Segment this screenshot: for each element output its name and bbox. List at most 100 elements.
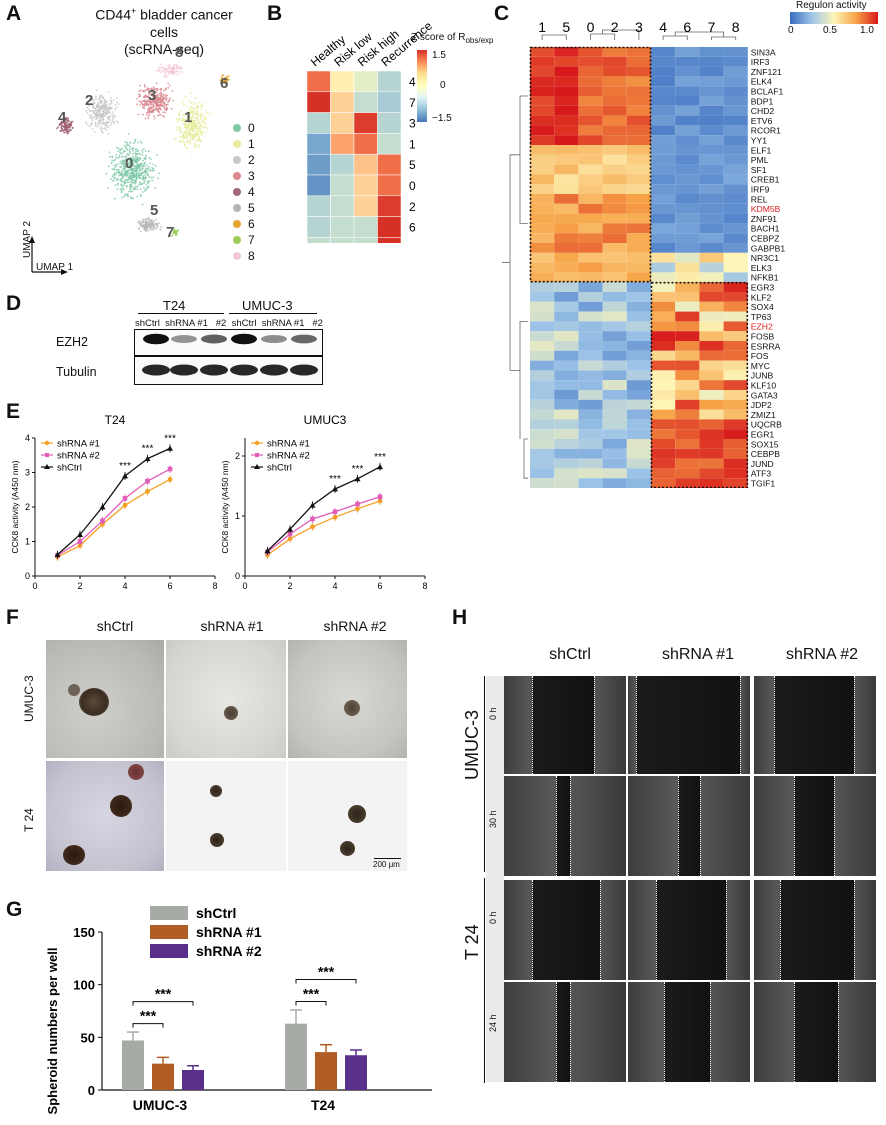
regulon-cell [675, 47, 700, 57]
umap-point [189, 142, 192, 145]
regulon-col-label: 8 [732, 19, 740, 35]
umap-point [121, 189, 123, 192]
umap-cluster-label: 3 [148, 87, 156, 104]
cck8-y-tick-label: 0 [25, 571, 30, 581]
umap-point [139, 169, 142, 172]
cck8-point [332, 514, 338, 520]
cck8-legend-marker [254, 440, 260, 446]
umap-point [101, 96, 104, 99]
regulon-cell [602, 96, 627, 106]
regulon-cluster-box [529, 46, 652, 283]
regulon-gene-label: KLF2 [751, 292, 772, 302]
heatmap-b-row-label: 2 [409, 200, 416, 214]
umap-point [128, 163, 131, 166]
regulon-cell [723, 370, 748, 381]
umap-point [121, 163, 124, 166]
regulon-cell [675, 262, 700, 273]
umap-point [129, 141, 132, 144]
umap-point [155, 223, 158, 226]
regulon-cell [675, 56, 700, 67]
cck8-point [287, 536, 293, 542]
umap-point [144, 174, 146, 176]
umap-point [165, 97, 168, 100]
spheroid-blob [79, 688, 109, 716]
regulon-cell [675, 184, 700, 194]
umap-point [190, 110, 193, 113]
regulon-cell [626, 282, 651, 292]
regulon-cell [675, 154, 700, 165]
umap-point [196, 127, 199, 130]
umap-point [151, 110, 154, 113]
regulon-cell [651, 321, 676, 332]
regulon-cell [723, 360, 748, 371]
umap-point [141, 154, 144, 157]
umap-point [178, 125, 181, 128]
umap-point [132, 164, 134, 167]
umap-point [195, 126, 198, 129]
regulon-cell [651, 262, 676, 273]
blot-band-ezh2 [261, 334, 287, 344]
umap-point [139, 140, 142, 143]
wound-edge-line [710, 982, 711, 1082]
heatmap-b-cell [353, 195, 378, 217]
regulon-cell [578, 125, 603, 136]
umap-point [209, 113, 212, 115]
regulon-cell [723, 448, 748, 459]
umap-point [153, 225, 156, 228]
cck8-chart-title: T24 [105, 413, 126, 427]
umap-point [104, 126, 107, 129]
regulon-cell [723, 341, 748, 351]
regulon-cell [675, 105, 700, 116]
regulon-cell [602, 223, 627, 234]
umap-point [175, 117, 178, 120]
regulon-cell [602, 203, 627, 214]
regulon-cell [626, 135, 651, 145]
regulon-cell [626, 419, 651, 430]
umap-point [139, 95, 141, 98]
umap-point [171, 234, 174, 236]
regulon-cell [530, 478, 555, 488]
regulon-cell [530, 115, 555, 126]
umap-point [197, 132, 199, 135]
umap-point [141, 221, 143, 224]
umap-point [163, 104, 166, 106]
regulon-cell [578, 478, 603, 488]
umap-point [167, 67, 170, 70]
wound-edge-line [636, 676, 637, 774]
regulon-gene-label: YY1 [751, 136, 767, 146]
regulon-cell [554, 272, 579, 283]
wound-edge-line [774, 676, 775, 774]
heatmap-b-cell [306, 133, 331, 155]
cck8-y-axis-label: CCK8 activity (A450 nm) [220, 460, 230, 553]
cck8-y-tick-label: 1 [25, 537, 30, 547]
umap-cluster-label: 8 [175, 44, 183, 61]
umap-legend-item: 0 [233, 120, 263, 136]
cck8-y-tick-label: 4 [25, 433, 30, 443]
umap-point [196, 105, 198, 108]
regulon-cell [602, 145, 627, 155]
regulon-gene-label: IRF3 [751, 57, 770, 67]
regulon-cell [723, 399, 748, 410]
regulon-gene-label: ETV6 [751, 116, 773, 126]
umap-point [136, 188, 139, 190]
umap-legend-item: 7 [233, 232, 263, 248]
regulon-cell [602, 66, 627, 77]
regulon-cell [554, 468, 579, 479]
regulon-cell [554, 105, 579, 116]
umap-point [205, 122, 208, 125]
regulon-cell [554, 399, 579, 410]
spheroid-legend-label: shCtrl [196, 905, 236, 921]
umap-point [195, 103, 198, 105]
umap-point [105, 108, 108, 111]
umap-point [94, 115, 96, 118]
umap-point [183, 123, 185, 125]
umap-point [97, 122, 99, 125]
umap-point [127, 195, 129, 198]
regulon-cell [699, 448, 724, 459]
wound-photo [754, 776, 876, 876]
umap-point [201, 121, 204, 123]
umap-point [62, 130, 64, 132]
regulon-cell [699, 419, 724, 430]
wound-edge-line [740, 676, 741, 774]
umap-legend-dot [233, 156, 241, 164]
